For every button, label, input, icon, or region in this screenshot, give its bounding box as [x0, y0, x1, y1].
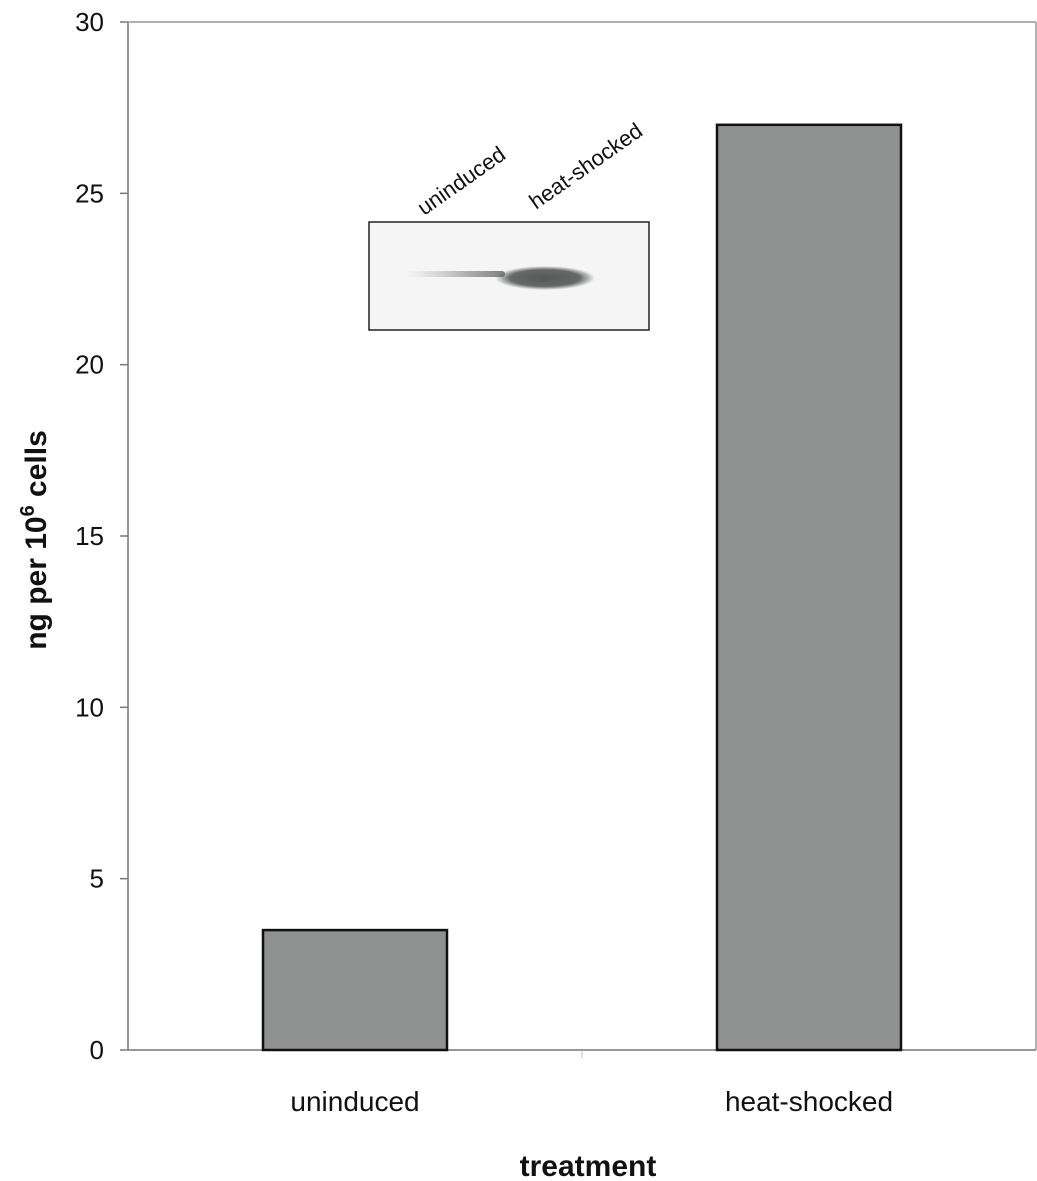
- inset-lane-label: uninduced: [413, 141, 511, 220]
- gel-inset: uninduced heat-shocked: [368, 118, 650, 331]
- gel-band-heat-shocked: [495, 266, 595, 290]
- bar-uninduced: [261, 928, 449, 1052]
- x-axis-title: treatment: [520, 1150, 657, 1181]
- y-tick-label: 0: [90, 1035, 104, 1065]
- bar-heat-shocked: [715, 123, 903, 1052]
- gel-band-uninduced: [405, 271, 505, 277]
- y-tick-label: 10: [75, 692, 104, 722]
- y-tick-label: 15: [75, 521, 104, 551]
- y-tick-label: 5: [90, 864, 104, 894]
- y-axis-title: ng per 106 cells: [17, 430, 53, 650]
- y-tick-label: 25: [75, 178, 104, 208]
- bars: [261, 123, 903, 1052]
- y-tick-label: 20: [75, 350, 104, 380]
- x-tick-label: uninduced: [290, 1086, 419, 1117]
- y-tick-label: 30: [75, 7, 104, 37]
- x-tick-label: heat-shocked: [725, 1086, 893, 1117]
- inset-lane-label: heat-shocked: [525, 118, 648, 214]
